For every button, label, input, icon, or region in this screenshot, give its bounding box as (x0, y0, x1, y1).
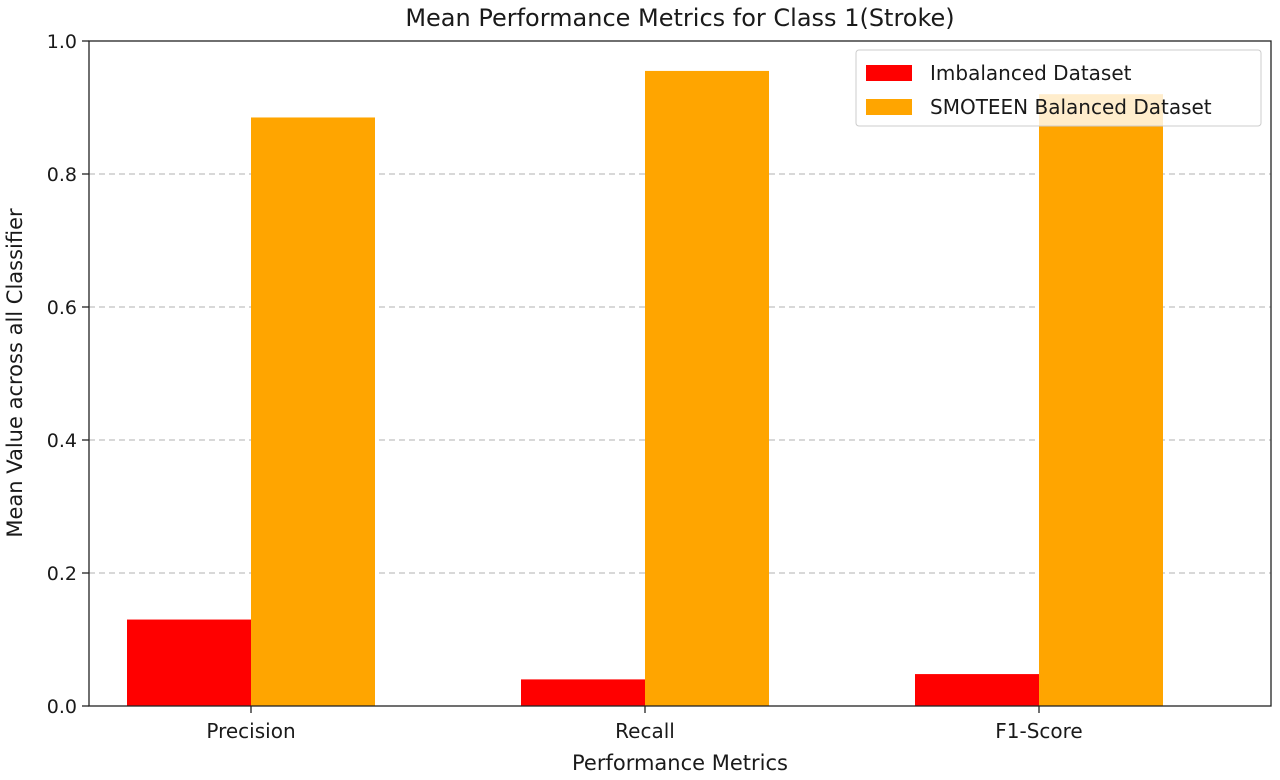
legend-swatch-0 (866, 65, 912, 81)
x-tick-label: Precision (206, 719, 295, 743)
y-tick-label: 0.2 (47, 563, 77, 585)
legend-label-1: SMOTEEN Balanced Dataset (930, 95, 1212, 119)
y-tick-label: 1.0 (47, 31, 77, 53)
x-tick-label: F1-Score (995, 719, 1082, 743)
legend: Imbalanced Dataset SMOTEEN Balanced Datas… (855, 49, 1262, 127)
legend-swatch-1 (866, 99, 912, 115)
bar-1-precision (251, 117, 375, 707)
bar-0-f1-score (915, 674, 1039, 706)
y-tick-label: 0.0 (47, 696, 77, 718)
bar-1-f1-score (1039, 94, 1163, 706)
chart-title: Mean Performance Metrics for Class 1(Str… (405, 4, 954, 32)
bars (127, 70, 1163, 707)
y-tick-label: 0.4 (47, 430, 77, 452)
y-axis-label: Mean Value across all Classifier (3, 208, 27, 538)
x-tick-label: Recall (615, 719, 675, 743)
x-axis: Precision Recall F1-Score (206, 706, 1083, 743)
y-tick-label: 0.8 (47, 164, 77, 186)
legend-label-0: Imbalanced Dataset (930, 61, 1132, 85)
plot-frame (88, 40, 1272, 707)
x-axis-label: Performance Metrics (572, 751, 788, 775)
legend-box (855, 49, 1262, 127)
bar-1-recall (645, 70, 769, 707)
y-axis: 0.0 0.2 0.4 0.6 0.8 1.0 (47, 31, 89, 718)
bar-0-recall (521, 679, 645, 706)
bar-0-precision (127, 619, 251, 706)
y-tick-label: 0.6 (47, 297, 77, 319)
